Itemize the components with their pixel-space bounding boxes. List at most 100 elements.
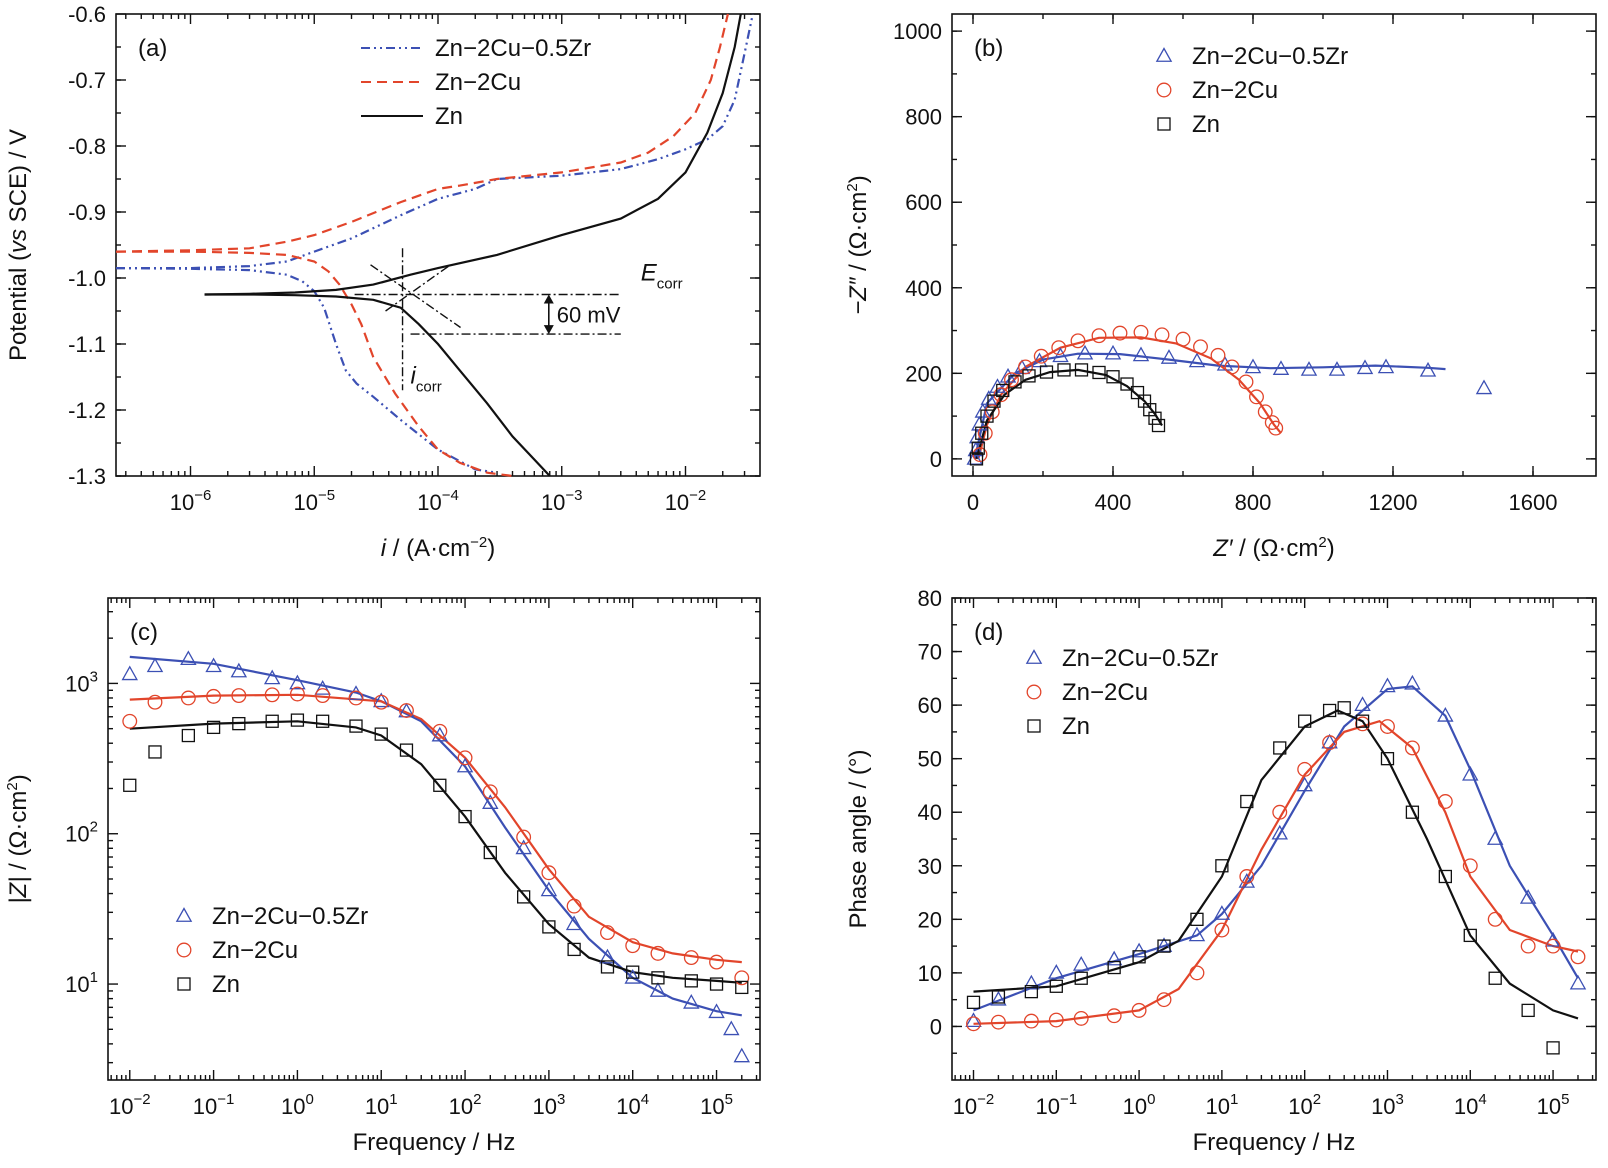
fit-curve (129, 693, 742, 964)
x-axis-label-unit-end: ) (1327, 535, 1335, 562)
y-axis-label-text: Phase angle / (°) (845, 749, 872, 928)
triangle-marker (1419, 361, 1437, 377)
x-tick-label: 10−4 (417, 487, 459, 515)
y-axis-label-unit-end: ) (5, 774, 32, 782)
square-marker (1049, 979, 1063, 993)
legend-label: Zn (1192, 111, 1220, 138)
circle-marker (1070, 333, 1086, 349)
triangle-marker (175, 907, 193, 922)
circle-marker (1026, 684, 1042, 700)
triangle-marker (649, 982, 667, 997)
tick-exponent: −1 (217, 1091, 234, 1108)
triangle-marker (1300, 361, 1318, 376)
polarization-curve (204, 293, 551, 477)
square-marker (483, 845, 497, 860)
y-axis-label-text-end: SCE) / V (5, 129, 32, 229)
legend-label: Zn−2Cu−0.5Zr (1192, 43, 1348, 70)
circle-marker (1570, 949, 1586, 965)
circle-marker (1131, 1002, 1147, 1018)
square-marker (1405, 805, 1420, 819)
square-marker (1151, 418, 1166, 433)
square-marker (1355, 714, 1370, 728)
square-marker (349, 719, 363, 733)
x-axis-label-symbol: Z′ (1212, 535, 1234, 562)
circle-marker (984, 404, 1000, 420)
fit-curve (973, 352, 1446, 460)
circle-marker (990, 1014, 1006, 1030)
circle-marker (1175, 331, 1191, 347)
square-marker (1130, 385, 1145, 400)
tick-exponent: −4 (442, 487, 459, 504)
y-axis-label-superscript: 2 (4, 782, 21, 790)
panel-label: (c) (130, 619, 158, 646)
circle-marker (1272, 804, 1288, 820)
circle-marker (600, 925, 615, 941)
tick-exponent: −3 (565, 487, 582, 504)
tick-base: 10 (449, 1094, 473, 1119)
circle-marker (348, 690, 364, 706)
panel-label: (b) (974, 35, 1003, 62)
square-marker (1008, 375, 1022, 389)
circle-marker (1239, 869, 1255, 884)
y-tick-label: 102 (65, 819, 98, 847)
triangle-marker (1188, 352, 1206, 368)
triangle-marker (989, 378, 1006, 393)
x-tick-label: 102 (1288, 1091, 1321, 1119)
series-markers (121, 650, 751, 1063)
x-tick-label: 0 (967, 490, 979, 515)
circle-marker (180, 690, 196, 706)
triangle-marker (1076, 344, 1094, 360)
legend-label: Zn−2Cu (212, 937, 298, 964)
square-marker (177, 977, 191, 991)
circle-marker (1520, 938, 1536, 954)
circle-marker (1154, 327, 1170, 343)
square-marker (290, 713, 305, 727)
y-axis-label-unit: / (Ω·cm (5, 791, 32, 877)
tick-exponent: 5 (725, 1091, 733, 1108)
triangle-marker (1328, 361, 1346, 376)
circle-marker (1018, 359, 1033, 375)
triangle-marker (1377, 358, 1395, 374)
triangle-marker (723, 1020, 740, 1036)
square-marker (1057, 363, 1071, 377)
tick-exponent: 3 (1396, 1091, 1404, 1108)
circle-marker (1106, 1008, 1122, 1024)
x-tick-label: 800 (1235, 490, 1272, 515)
y-tick-label: 50 (918, 747, 942, 772)
square-marker (996, 383, 1010, 398)
square-marker (1190, 912, 1204, 926)
square-marker (315, 714, 330, 728)
tick-base: 10 (365, 1094, 389, 1119)
x-axis-label: Frequency / Hz (353, 1129, 516, 1156)
y-tick-label: 200 (905, 361, 942, 386)
circle-marker (176, 942, 192, 958)
square-marker (567, 942, 581, 957)
y-tick-label: 0 (930, 1014, 942, 1039)
triangle-marker (1105, 950, 1123, 966)
triangle-marker (1272, 360, 1290, 375)
circle-marker (1380, 719, 1395, 734)
series-markers (965, 674, 1587, 1027)
circle-marker (1112, 325, 1128, 341)
y-axis-label-unit: / (Ω·cm (845, 192, 872, 278)
circle-marker (1462, 858, 1478, 874)
square-marker (1148, 411, 1162, 425)
tick-base: 10 (1035, 1094, 1059, 1119)
y-axis-label-symbol: −Z″ (845, 276, 872, 315)
triangle-marker (1354, 696, 1371, 712)
square-marker (1240, 794, 1254, 809)
circle-marker (206, 688, 222, 704)
circle-marker (1214, 922, 1230, 938)
tick-base: 10 (616, 1094, 640, 1119)
x-tick-label: 10−2 (665, 487, 707, 515)
square-marker (265, 714, 279, 728)
triangle-marker (1213, 905, 1231, 920)
square-marker (975, 426, 989, 440)
tick-base: 10 (65, 972, 89, 997)
triangle-marker (980, 390, 997, 405)
tick-base: 10 (1371, 1094, 1395, 1119)
tick-exponent: 1 (90, 969, 98, 986)
delta-arrow-head-down (543, 325, 554, 335)
square-marker (1438, 869, 1452, 884)
triangle-marker (1155, 937, 1173, 953)
